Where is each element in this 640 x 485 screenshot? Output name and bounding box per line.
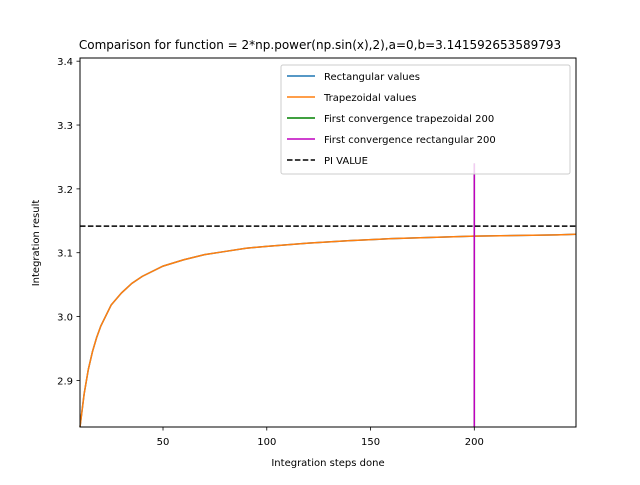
legend-label-first-convergence-trapezoidal-200: First convergence trapezoidal 200: [324, 114, 494, 125]
legend-label-pi-value: PI VALUE: [324, 156, 368, 167]
y-tick-label: 3.0: [57, 313, 73, 324]
chart-title: Comparison for function = 2*np.power(np.…: [79, 38, 561, 52]
y-tick-label: 3.4: [57, 57, 73, 68]
y-axis-label: Integration result: [31, 200, 42, 287]
legend-box: [280, 64, 571, 175]
x-tick-label: 200: [465, 437, 484, 448]
y-tick-label: 3.2: [57, 185, 73, 196]
y-axis-ticks: 2.9 3.0 3.1 3.2 3.3 3.4: [57, 57, 80, 387]
legend-label-first-convergence-rectangular-200: First convergence rectangular 200: [324, 135, 496, 146]
y-tick-label: 3.1: [57, 249, 73, 260]
x-tick-label: 100: [257, 437, 276, 448]
plot-frame: [79, 57, 577, 428]
legend-label-rectangular-values: Rectangular values: [324, 72, 420, 83]
x-axis-label: Integration steps done: [271, 458, 384, 469]
y-tick-label: 3.3: [57, 121, 73, 132]
x-tick-label: 150: [361, 437, 380, 448]
series-line-trapezoidal-values: [79, 233, 577, 428]
plot-marks: [79, 163, 577, 428]
y-tick-label: 2.9: [57, 376, 73, 387]
x-tick-label: 50: [157, 437, 170, 448]
legend: Rectangular values Trapezoidal values Firs…: [280, 64, 571, 175]
x-axis-ticks: 50 100 150 200: [157, 427, 484, 448]
legend-label-trapezoidal-values: Trapezoidal values: [323, 93, 416, 104]
